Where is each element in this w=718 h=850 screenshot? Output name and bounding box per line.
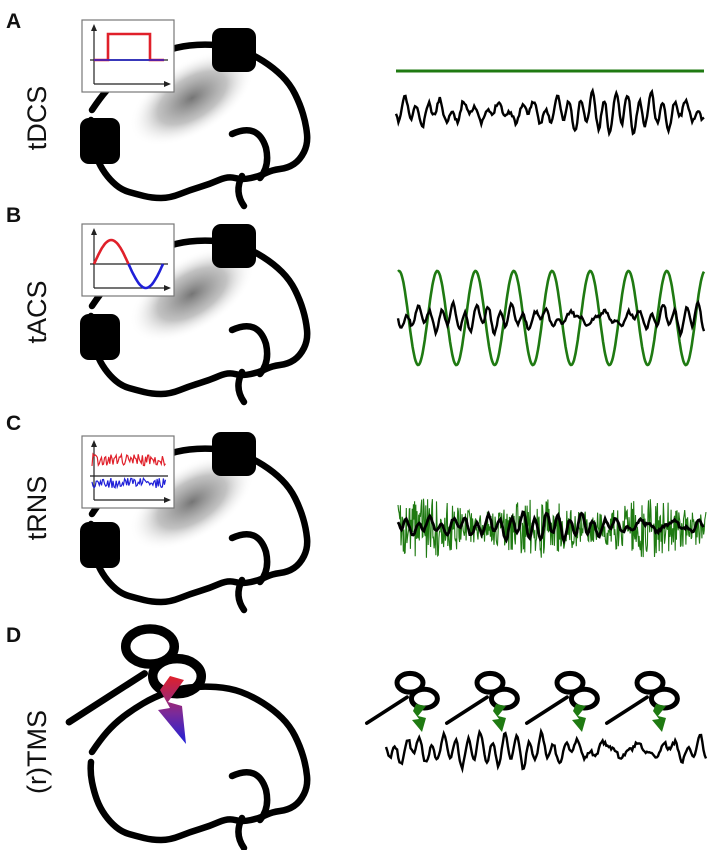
brain-stem-0 xyxy=(235,172,248,210)
method-label-1: tACS xyxy=(22,280,52,343)
method-label-2: tRNS xyxy=(22,476,52,541)
tms-pulse-icon-1 xyxy=(412,704,426,732)
brain-outline-3 xyxy=(87,683,311,844)
tms-pulse-icon-2 xyxy=(492,704,506,732)
brain-stem-3 xyxy=(235,814,248,850)
electrode-pad-side-2 xyxy=(80,522,120,568)
panel-letter-1: B xyxy=(6,204,21,227)
lightning-bolt-icon xyxy=(158,676,186,744)
tms-coil-icon xyxy=(65,624,207,726)
waveform-inset-1 xyxy=(81,223,175,297)
brain-sulcus-0 xyxy=(228,127,271,182)
brain-sulcus-2 xyxy=(228,531,271,586)
tms-coil-icon-4 xyxy=(605,670,680,725)
eeg-trace-2 xyxy=(396,510,705,545)
panel-letter-2: C xyxy=(6,412,21,435)
waveform-inset-0 xyxy=(81,19,175,93)
brain-outline-2 xyxy=(87,445,311,606)
brain-stem-1 xyxy=(235,368,248,406)
eeg-trace-3 xyxy=(384,727,708,774)
tms-coil-icon-3 xyxy=(525,670,600,725)
stimulation-trace-1 xyxy=(397,269,706,367)
method-label-0: tDCS xyxy=(22,86,52,151)
electrode-pad-top-2 xyxy=(212,432,256,476)
electrode-pad-top-0 xyxy=(212,28,256,72)
eeg-trace-0 xyxy=(394,87,705,138)
waveform-inset-2 xyxy=(81,435,175,509)
current-field-1 xyxy=(129,245,255,343)
electrode-pad-top-1 xyxy=(212,224,256,268)
tms-pulse-icon-3 xyxy=(572,704,586,732)
current-field-2 xyxy=(129,453,255,551)
tms-coil-icon-2 xyxy=(445,670,520,725)
electrode-pad-side-1 xyxy=(80,314,120,360)
current-field-0 xyxy=(129,49,255,147)
brain-outline-1 xyxy=(87,237,311,398)
electrode-pad-side-0 xyxy=(80,118,120,164)
brain-stem-2 xyxy=(235,576,248,614)
brain-outline-0 xyxy=(87,41,311,202)
eeg-trace-1 xyxy=(396,298,706,339)
brain-sulcus-1 xyxy=(228,323,271,378)
panel-letter-3: D xyxy=(6,624,21,647)
brain-sulcus-3 xyxy=(228,769,271,824)
method-label-3: (r)TMS xyxy=(22,710,52,794)
tms-pulse-icon-4 xyxy=(652,704,666,732)
panel-letter-0: A xyxy=(6,10,21,33)
tms-coil-icon-1 xyxy=(365,670,440,725)
